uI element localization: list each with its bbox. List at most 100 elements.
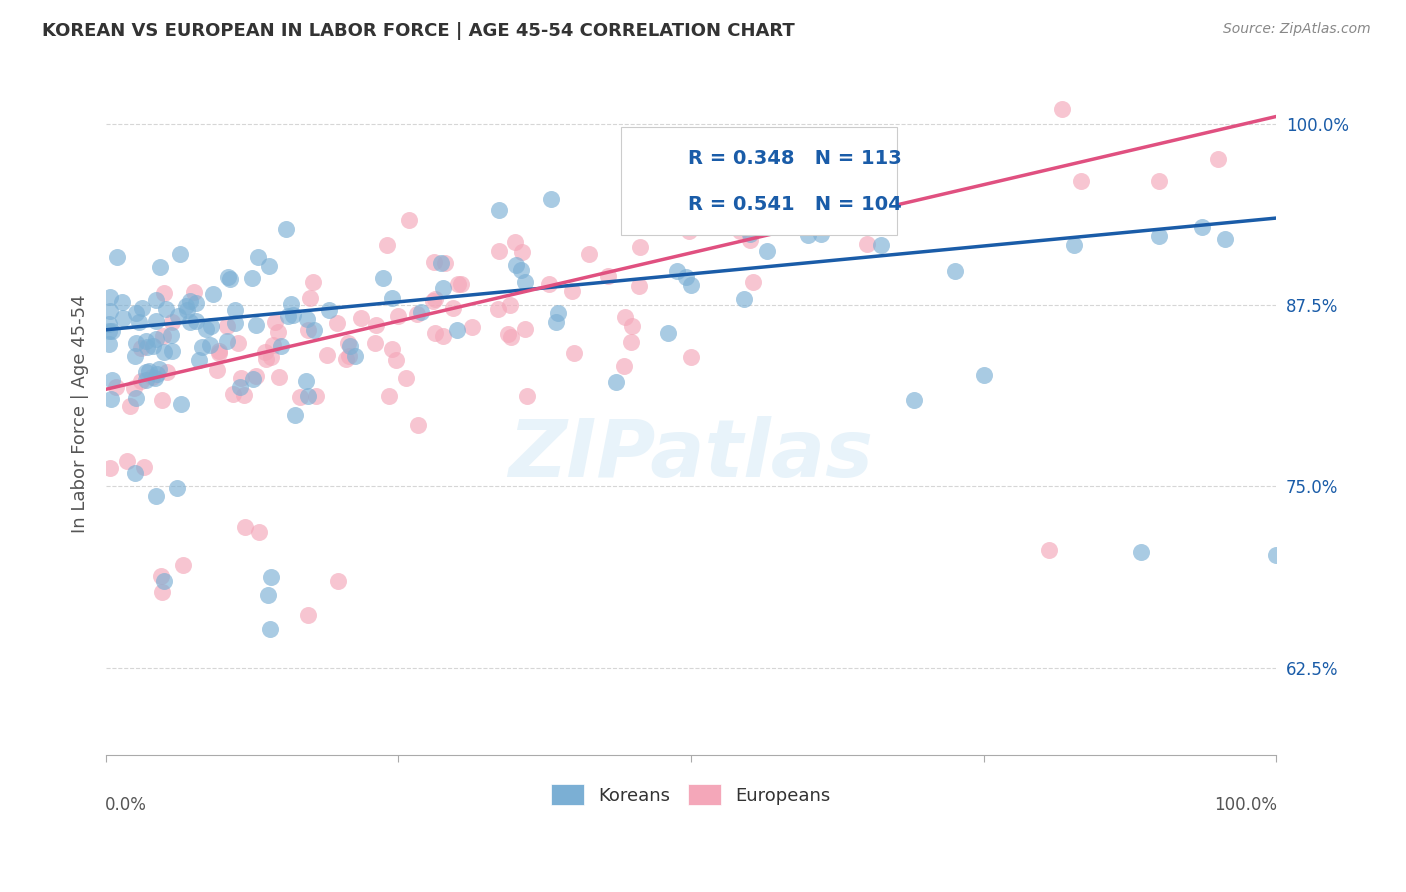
Point — [510, 245, 533, 260]
Point — [488, 203, 510, 218]
Text: R = 0.541   N = 104: R = 0.541 N = 104 — [689, 194, 903, 213]
Point — [316, 348, 339, 362]
Point — [149, 260, 172, 275]
Text: Source: ZipAtlas.com: Source: ZipAtlas.com — [1223, 22, 1371, 37]
Text: 100.0%: 100.0% — [1215, 796, 1277, 814]
Point — [350, 311, 373, 326]
Point — [450, 277, 472, 291]
Point — [297, 389, 319, 403]
Point — [143, 371, 166, 385]
Point — [231, 370, 253, 384]
Point — [561, 284, 583, 298]
Point — [169, 247, 191, 261]
Point — [145, 293, 167, 307]
Point — [141, 370, 163, 384]
Point — [423, 326, 446, 340]
Point — [619, 334, 641, 349]
Point — [246, 250, 269, 264]
Point — [183, 285, 205, 300]
Point — [675, 270, 697, 285]
Point — [738, 227, 761, 241]
Point — [741, 275, 763, 289]
Point — [135, 365, 157, 379]
Point — [728, 224, 751, 238]
Point — [810, 227, 832, 241]
Point — [218, 272, 240, 286]
Point — [124, 349, 146, 363]
Point — [1213, 231, 1236, 245]
Point — [679, 277, 702, 292]
Point — [297, 323, 319, 337]
Point — [295, 374, 318, 388]
Point — [260, 569, 283, 583]
Point — [153, 574, 176, 589]
Point — [160, 343, 183, 358]
Point — [943, 264, 966, 278]
Point — [242, 271, 264, 285]
Point — [217, 334, 239, 348]
Point — [562, 346, 585, 360]
Point — [1191, 220, 1213, 235]
Point — [1265, 548, 1288, 562]
Point — [98, 460, 121, 475]
Point — [657, 326, 679, 340]
Point — [366, 318, 388, 332]
Point — [516, 389, 538, 403]
Point — [124, 336, 146, 351]
Point — [510, 263, 533, 277]
Point — [1206, 152, 1229, 166]
Point — [97, 317, 120, 331]
Point — [228, 335, 250, 350]
Point — [128, 315, 150, 329]
Point — [100, 392, 122, 406]
Point — [434, 256, 457, 270]
Point — [167, 309, 190, 323]
Point — [318, 302, 340, 317]
Point — [411, 304, 433, 318]
Point — [242, 372, 264, 386]
Point — [628, 240, 651, 254]
Point — [153, 286, 176, 301]
Point — [125, 391, 148, 405]
Text: 0.0%: 0.0% — [104, 796, 146, 814]
Point — [260, 350, 283, 364]
Point — [152, 345, 174, 359]
Point — [461, 320, 484, 334]
Point — [1129, 545, 1152, 559]
Point — [98, 336, 121, 351]
Point — [336, 335, 359, 350]
Point — [537, 277, 560, 292]
Point — [120, 399, 142, 413]
Point — [124, 381, 146, 395]
Point — [135, 373, 157, 387]
Point — [145, 367, 167, 381]
Point — [179, 294, 201, 309]
Point — [406, 307, 429, 321]
Point — [513, 275, 536, 289]
Point — [208, 346, 231, 360]
Point — [598, 268, 620, 283]
Point — [195, 322, 218, 336]
Point — [224, 303, 246, 318]
Point — [152, 392, 174, 407]
Point — [406, 417, 429, 432]
Point — [855, 237, 877, 252]
Point — [267, 369, 290, 384]
Point — [280, 296, 302, 310]
Point — [295, 311, 318, 326]
Point — [254, 352, 277, 367]
Point — [259, 622, 281, 636]
Point — [447, 277, 470, 292]
Point — [326, 574, 349, 589]
Point — [124, 305, 146, 319]
Point — [755, 244, 778, 259]
Point — [488, 244, 510, 258]
Text: KOREAN VS EUROPEAN IN LABOR FORCE | AGE 45-54 CORRELATION CHART: KOREAN VS EUROPEAN IN LABOR FORCE | AGE … — [42, 22, 794, 40]
Point — [166, 481, 188, 495]
Point — [228, 380, 250, 394]
Point — [200, 318, 222, 333]
Point — [105, 251, 128, 265]
Point — [505, 258, 527, 272]
Point — [301, 275, 323, 289]
Point — [100, 324, 122, 338]
